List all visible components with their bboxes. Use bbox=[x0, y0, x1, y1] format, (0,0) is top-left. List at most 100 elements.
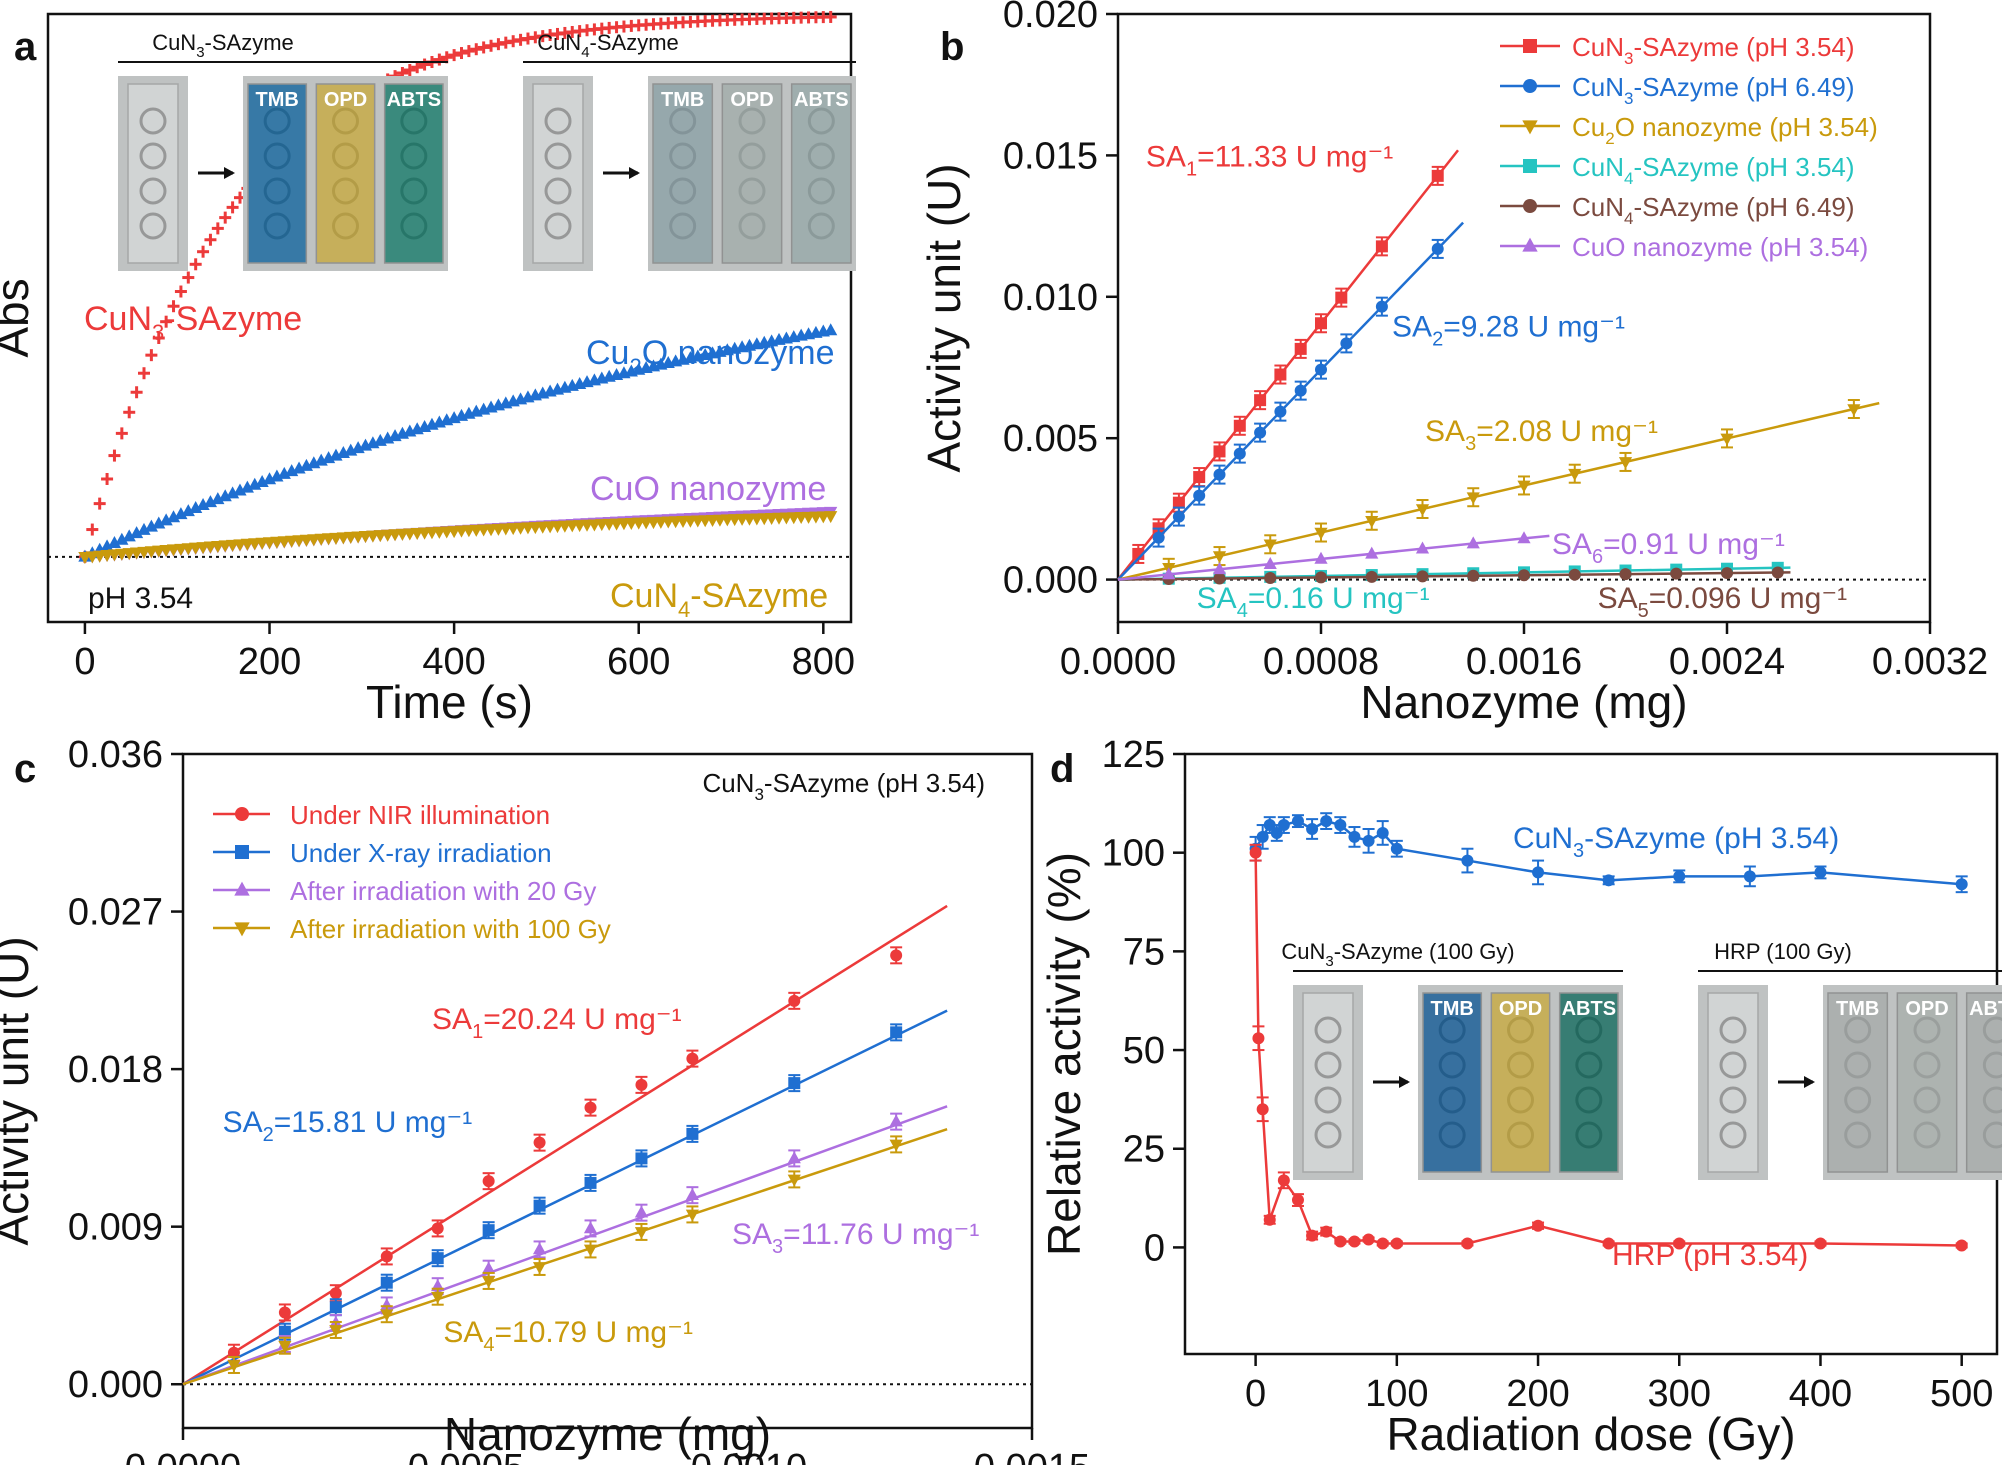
a-point bbox=[197, 245, 210, 258]
c-annotation-1-sub: 2 bbox=[263, 1124, 274, 1146]
b-fit-line-2 bbox=[1117, 401, 1880, 581]
x-tick-label-2: 400 bbox=[422, 641, 485, 683]
a-inset-photo-right-colored-cuvette-label: TMB bbox=[661, 89, 704, 111]
b-point bbox=[1365, 570, 1378, 583]
b-legend-label-3-sub: 4 bbox=[1624, 169, 1633, 188]
d-point bbox=[1602, 874, 1615, 887]
b-point bbox=[1315, 571, 1327, 584]
b-legend-marker-3 bbox=[1523, 159, 1537, 173]
x-axis-label: Time (s) bbox=[366, 676, 533, 728]
b-point bbox=[1212, 551, 1227, 564]
d-inset-photo-left-blank-cuvette bbox=[1302, 992, 1354, 1173]
c-point bbox=[227, 1346, 240, 1359]
d-point bbox=[1277, 819, 1290, 832]
d-inset-photo-right-blank-dot bbox=[1719, 1086, 1747, 1114]
a-point bbox=[824, 323, 838, 336]
a-inset-photo-right-blank-dot bbox=[544, 212, 572, 240]
y-tick-label-2: 0.018 bbox=[68, 1049, 163, 1091]
d-inset-photo-left-colored-cuvette-label: TMB bbox=[1431, 998, 1474, 1020]
b-point bbox=[1335, 291, 1348, 304]
d-point bbox=[1320, 1225, 1333, 1238]
c-point bbox=[890, 949, 903, 962]
d-point bbox=[1673, 1237, 1686, 1250]
c-point bbox=[482, 1175, 495, 1188]
c-annotation-0-main: SA bbox=[432, 1003, 472, 1036]
panel-label-b: b bbox=[940, 25, 964, 69]
b-legend-label-2-main: Cu bbox=[1572, 112, 1605, 142]
b-legend-marker-1 bbox=[1523, 79, 1537, 93]
b-point bbox=[1274, 405, 1287, 418]
a-inset-left-title-sub: 3 bbox=[196, 44, 204, 61]
b-legend-label-2-sub: 2 bbox=[1605, 129, 1614, 148]
d-point bbox=[1376, 1237, 1389, 1250]
b-point bbox=[1771, 566, 1784, 579]
b-point bbox=[1152, 531, 1165, 544]
panel-label-c: c bbox=[14, 747, 36, 791]
d-point bbox=[1256, 1103, 1269, 1116]
c-point bbox=[584, 1101, 597, 1114]
a-point bbox=[137, 367, 150, 380]
b-point bbox=[1518, 569, 1530, 582]
b-legend-label-3-rest: -SAzyme (pH 3.54) bbox=[1633, 152, 1854, 182]
a-inset-photo-left-colored: TMB OPD ABTS bbox=[243, 76, 448, 271]
a-point bbox=[477, 41, 490, 54]
a-point bbox=[93, 497, 106, 510]
c-point bbox=[686, 1052, 699, 1065]
a-inset-photo-left-colored-cuvette bbox=[247, 83, 308, 264]
panel-label-a: a bbox=[14, 25, 37, 69]
a-inset-right-title-rest: -SAzyme bbox=[590, 30, 679, 55]
d-point bbox=[1252, 1032, 1265, 1045]
c-point bbox=[380, 1250, 393, 1263]
b-legend-label-4-sub: 4 bbox=[1624, 209, 1633, 228]
d-inset-photo-left-blank-dot bbox=[1314, 1016, 1342, 1044]
b-annotation-4-main: SA bbox=[1197, 582, 1237, 615]
a-inset-photo-right-colored: TMB OPD ABTS bbox=[648, 76, 856, 271]
d-point bbox=[1814, 866, 1827, 879]
a-ph-annotation: pH 3.54 bbox=[88, 582, 193, 615]
c-annotation-2-sub: 3 bbox=[772, 1236, 783, 1258]
b-point bbox=[1264, 571, 1277, 584]
c-annotation-0-sub: 1 bbox=[472, 1021, 483, 1043]
b-annotation-0-sub: 1 bbox=[1186, 159, 1197, 181]
a-point bbox=[181, 504, 195, 517]
c-legend-marker-1 bbox=[235, 845, 249, 859]
b-point bbox=[1431, 169, 1444, 182]
b-series-1 bbox=[1117, 221, 1464, 581]
a-point bbox=[130, 386, 143, 399]
b-annotation-1-main: SA bbox=[1392, 310, 1432, 343]
a-point bbox=[418, 58, 431, 71]
b-point bbox=[1720, 433, 1734, 446]
a-point bbox=[160, 315, 173, 328]
b-annotation-3: SA6=0.91 U mg⁻¹ bbox=[1552, 528, 1785, 568]
a-series-label-2-main: CuO nanozyme bbox=[590, 470, 826, 508]
b-legend-label-5: CuO nanozyme (pH 3.54) bbox=[1572, 232, 1868, 262]
b-legend-label-1-sub: 3 bbox=[1624, 89, 1633, 108]
panel-label-d: d bbox=[1050, 747, 1074, 791]
y-tick-label-2: 50 bbox=[1123, 1030, 1165, 1072]
c-legend-marker-2 bbox=[234, 881, 250, 896]
plot-frame-c bbox=[181, 752, 1034, 1430]
c-point bbox=[787, 1151, 801, 1164]
b-point bbox=[1847, 404, 1861, 417]
b-point bbox=[1254, 394, 1267, 407]
b-point bbox=[1212, 562, 1227, 575]
a-point bbox=[204, 233, 217, 246]
b-legend-label-1-rest: -SAzyme (pH 6.49) bbox=[1633, 72, 1854, 102]
d-point bbox=[1814, 1237, 1827, 1250]
a-point bbox=[145, 349, 158, 362]
b-legend: CuN3-SAzyme (pH 3.54)CuN3-SAzyme (pH 6.4… bbox=[1500, 32, 1878, 262]
b-point bbox=[1172, 496, 1185, 509]
b-point bbox=[1517, 480, 1531, 493]
d-inset-photo-right-colored-cuvette bbox=[1896, 992, 1958, 1173]
d-series-1 bbox=[1249, 843, 1968, 1252]
a-inset-photo-right-colored-cuvette-label: OPD bbox=[730, 89, 773, 111]
a-inset-left-title-main: CuN bbox=[152, 30, 196, 55]
a-series-label-0-sub: 3 bbox=[152, 320, 164, 345]
c-point bbox=[329, 1287, 342, 1300]
c-legend-label-1: Under X-ray irradiation bbox=[290, 838, 552, 868]
a-point bbox=[824, 511, 838, 524]
a-point bbox=[470, 43, 483, 56]
b-annotation-0-main: SA bbox=[1146, 141, 1186, 174]
